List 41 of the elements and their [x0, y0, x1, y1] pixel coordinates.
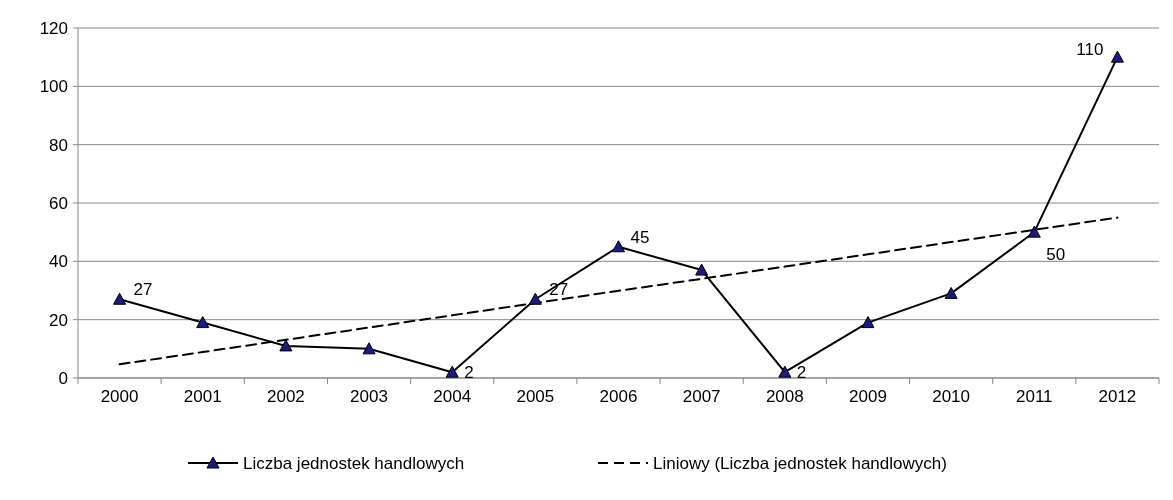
- legend-label: Liniowy (Liczba jednostek handlowych): [653, 453, 947, 473]
- x-tick-label: 2008: [765, 387, 804, 406]
- x-tick-label: 2001: [183, 387, 222, 406]
- point: [861, 316, 875, 329]
- point: [695, 263, 709, 276]
- x-tick-label: 2009: [849, 387, 887, 406]
- x-tick-label: 2002: [266, 387, 305, 406]
- point: [1027, 225, 1041, 238]
- y-tick-label: 120: [39, 18, 68, 38]
- point: [196, 316, 210, 329]
- y-tick-label: 80: [49, 135, 68, 155]
- data-label: 2: [464, 363, 474, 383]
- x-tick-label: 2010: [932, 387, 971, 406]
- data-label: 45: [630, 227, 650, 247]
- x-tick-label: 2007: [682, 387, 721, 406]
- data-label: 110: [1076, 40, 1104, 60]
- x-tick-label: 2003: [350, 387, 388, 406]
- y-tick-label: 20: [49, 310, 68, 330]
- data-label: 27: [133, 280, 153, 300]
- point: [528, 292, 542, 305]
- x-tick-label: 2012: [1098, 387, 1137, 406]
- point: [279, 339, 293, 352]
- data-label: 50: [1046, 245, 1066, 265]
- x-tick-label: 2005: [516, 387, 555, 406]
- x-tick-label: 2004: [433, 387, 472, 406]
- legend-label: Liczba jednostek handlowych: [243, 453, 465, 473]
- x-tick-label: 2011: [1015, 387, 1053, 406]
- point: [362, 342, 376, 355]
- point: [445, 365, 459, 378]
- point: [944, 286, 958, 299]
- point: [1110, 50, 1124, 63]
- y-tick-label: 0: [58, 368, 68, 388]
- point: [113, 292, 127, 305]
- y-tick-label: 60: [49, 193, 68, 213]
- point: [778, 365, 792, 378]
- x-tick-label: 2000: [100, 387, 139, 406]
- point: [612, 240, 625, 253]
- x-tick-label: 2006: [599, 387, 638, 406]
- y-tick-label: 100: [39, 77, 68, 97]
- y-tick-label: 40: [49, 252, 68, 272]
- data-label: 2: [796, 363, 807, 383]
